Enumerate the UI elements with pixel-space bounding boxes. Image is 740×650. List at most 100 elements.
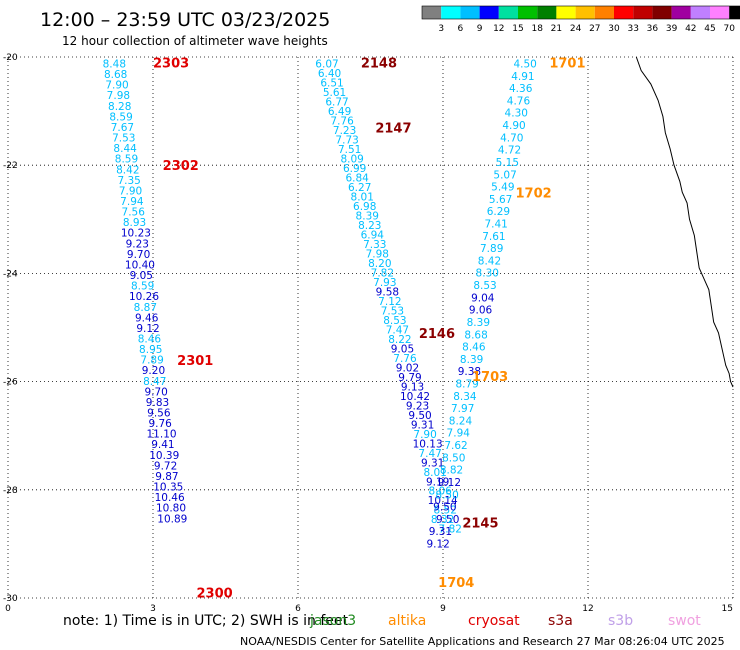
swh-value: 7.23 xyxy=(333,125,356,137)
pass-label: 1704 xyxy=(438,576,474,591)
legend-swatch xyxy=(594,6,614,19)
legend-swatch xyxy=(556,6,576,19)
x-tick-label: 0 xyxy=(5,604,11,614)
legend-label: 70 xyxy=(723,24,735,34)
swh-value: 8.44 xyxy=(113,143,137,155)
swh-value: 7.90 xyxy=(119,185,142,197)
swh-value: 8.53 xyxy=(383,315,406,327)
legend-swatch xyxy=(710,6,730,19)
swh-value: 7.53 xyxy=(112,133,135,145)
swh-value: 5.49 xyxy=(491,182,514,194)
mission-label: jason3 xyxy=(309,613,356,629)
legend-swatch xyxy=(614,6,634,19)
swh-value: 10.42 xyxy=(400,391,430,403)
swh-value: 9.05 xyxy=(130,270,153,282)
swh-value: 8.79 xyxy=(455,378,478,390)
swh-value: 10.80 xyxy=(156,503,186,515)
legend-label: 9 xyxy=(477,24,483,34)
swh-value: 6.98 xyxy=(353,201,376,213)
swh-value: 8.09 xyxy=(340,153,363,165)
swh-value: 5.67 xyxy=(489,194,512,206)
swh-value: 8.93 xyxy=(123,217,146,229)
swh-value: 9.02 xyxy=(396,362,419,374)
legend-swatch xyxy=(460,6,480,19)
swh-value: 7.62 xyxy=(444,440,467,452)
mission-label: altika xyxy=(388,613,426,629)
swh-value: 7.47 xyxy=(386,324,409,336)
pass-label: 2147 xyxy=(375,121,411,136)
swh-value: 6.49 xyxy=(328,106,351,118)
x-tick-label: 12 xyxy=(582,604,593,614)
coastline xyxy=(635,56,734,388)
y-tick-label: -30 xyxy=(3,594,18,604)
swh-value: 7.67 xyxy=(111,122,134,134)
swh-value: 7.61 xyxy=(482,231,505,243)
swh-value: 8.39 xyxy=(467,317,490,329)
swh-value: 6.94 xyxy=(361,229,385,241)
mission-label: swot xyxy=(668,613,701,629)
swh-value: 8.23 xyxy=(358,220,381,232)
legend-swatch xyxy=(633,6,653,19)
swh-value: 9.56 xyxy=(147,408,171,420)
legend-swatch xyxy=(498,6,518,19)
x-tick-label: 6 xyxy=(295,604,301,614)
swh-value: 4.72 xyxy=(498,145,521,157)
swh-value: 8.42 xyxy=(478,255,501,267)
swh-value: 4.50 xyxy=(513,58,536,70)
x-tick-label: 15 xyxy=(722,604,733,614)
swh-value: 11.10 xyxy=(147,429,177,441)
swh-value: 8.48 xyxy=(103,58,126,70)
swh-value: 7.56 xyxy=(122,207,146,219)
swh-value: 10.14 xyxy=(428,495,458,507)
swh-value: 8.20 xyxy=(368,258,391,270)
swh-value: 8.28 xyxy=(108,101,131,113)
swh-value: 8.59 xyxy=(115,154,138,166)
legend-swatch xyxy=(422,6,442,19)
swh-value: 8.24 xyxy=(449,415,473,427)
swh-value: 8.82 xyxy=(440,465,463,477)
swh-value: 7.94 xyxy=(447,428,471,440)
swh-value: 8.06 xyxy=(428,486,452,498)
swh-value: 9.41 xyxy=(151,439,174,451)
swh-value: 10.40 xyxy=(125,259,155,271)
swh-value: 6.77 xyxy=(325,96,348,108)
swh-value: 8.32 xyxy=(431,514,454,526)
swh-value: 7.82 xyxy=(439,524,462,536)
y-tick-label: -28 xyxy=(3,486,18,496)
swh-value: 7.47 xyxy=(418,448,441,460)
legend-swatch xyxy=(537,6,557,19)
swh-value: 8.39 xyxy=(356,210,379,222)
swh-value: 7.73 xyxy=(335,134,358,146)
swh-value: 10.89 xyxy=(157,513,187,525)
swh-value: 4.90 xyxy=(502,120,525,132)
x-tick-label: 3 xyxy=(150,604,156,614)
swh-value: 8.34 xyxy=(453,391,477,403)
swh-value: 9.31 xyxy=(411,419,434,431)
x-tick-label: 9 xyxy=(440,604,446,614)
y-tick-label: -26 xyxy=(3,378,18,388)
legend-label: 12 xyxy=(493,24,504,34)
swh-value: 7.82 xyxy=(371,267,394,279)
swh-value: 9.46 xyxy=(135,312,159,324)
legend-swatch xyxy=(652,6,672,19)
mission-label: cryosat xyxy=(468,613,520,629)
swh-value: 7.98 xyxy=(366,248,389,260)
pass-label: 1701 xyxy=(549,56,585,71)
swh-value: 10.35 xyxy=(153,482,183,494)
swh-value: 6.07 xyxy=(315,58,338,70)
swh-value: 8.68 xyxy=(104,69,127,81)
swh-value: 10.39 xyxy=(149,450,179,462)
mission-label: s3b xyxy=(608,613,633,629)
swh-value: 9.58 xyxy=(376,286,399,298)
credit-line: NOAA/NESDIS Center for Satellite Applica… xyxy=(240,635,725,648)
swh-value: 9.12 xyxy=(426,538,449,550)
swh-value: 5.07 xyxy=(493,169,516,181)
legend-label: 21 xyxy=(551,24,562,34)
swh-value: 9.50 xyxy=(433,502,456,514)
swh-value: 4.36 xyxy=(509,83,533,95)
swh-value: 4.91 xyxy=(511,71,534,83)
y-tick-label: -20 xyxy=(3,53,18,63)
pass-label: 2301 xyxy=(177,354,213,369)
